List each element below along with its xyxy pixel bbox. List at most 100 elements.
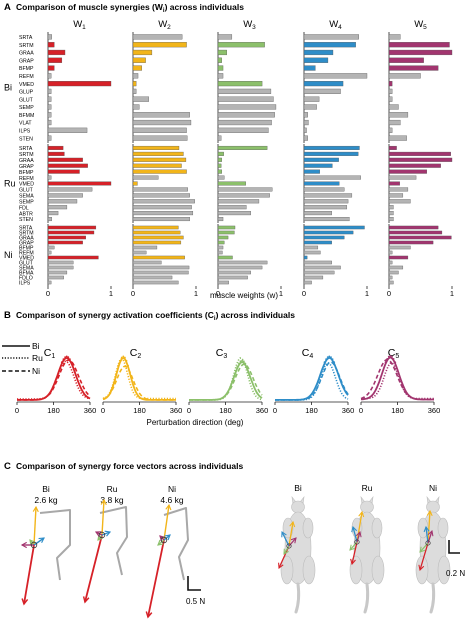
bar [388, 119, 401, 126]
tick-label: 0 [302, 289, 306, 298]
bar [303, 157, 339, 162]
curve-ni [17, 359, 91, 401]
bar [132, 104, 140, 110]
bar [303, 205, 348, 210]
bar [303, 270, 335, 275]
paw-point [425, 540, 431, 546]
bar [303, 199, 349, 204]
data-dot [120, 356, 123, 359]
bar [47, 245, 55, 250]
bar [217, 280, 229, 285]
muscle-label: SRTA [19, 226, 33, 232]
tick-label: 0 [46, 289, 50, 298]
data-dot [239, 360, 242, 363]
panel-b-legend: Bi Ru Ni [2, 341, 43, 376]
force-vector-w2 [426, 509, 433, 544]
bar [217, 275, 248, 280]
bar [217, 181, 246, 186]
cat-mass-ni: 4.6 kg [160, 495, 183, 505]
force-vector-w2 [163, 503, 172, 541]
bar [47, 112, 52, 118]
bar [217, 96, 274, 102]
bar [132, 217, 190, 222]
bar [47, 211, 59, 216]
bar [303, 81, 344, 87]
force-vector-w4 [351, 525, 358, 543]
paw-point [286, 543, 292, 549]
muscle-label: VMED [19, 82, 34, 88]
limb-outlines [39, 506, 189, 581]
bar [217, 73, 224, 79]
bar [132, 169, 187, 174]
subject-label: Ni [4, 250, 13, 260]
tick-label: 1 [109, 289, 113, 298]
bar [303, 265, 341, 270]
bar [47, 49, 66, 56]
tick-label: 0 [216, 289, 220, 298]
muscle-label: GRAA [19, 236, 34, 242]
bar [388, 199, 411, 204]
data-dot [122, 355, 125, 358]
bar [217, 151, 224, 156]
data-dot [330, 356, 332, 358]
paw-point [30, 541, 38, 549]
vector-set-right-ru [349, 510, 365, 566]
curve-bi [189, 361, 263, 401]
panel-c-letter: C [4, 461, 11, 472]
muscle-label: SRTM [19, 152, 34, 158]
force-vector-w2 [288, 520, 296, 547]
data-dot [65, 355, 68, 358]
bar [388, 255, 409, 260]
bar [217, 163, 222, 168]
data-dot [124, 356, 126, 359]
bar [303, 280, 312, 285]
bar [217, 199, 260, 204]
bar [217, 49, 227, 56]
bar [47, 104, 52, 110]
bar [217, 217, 224, 222]
vector-set-bi [20, 505, 45, 606]
bar [47, 270, 68, 275]
bar [132, 225, 179, 230]
bar [303, 145, 360, 150]
bar [132, 65, 142, 71]
subject-label: Ru [4, 179, 16, 189]
bar [47, 275, 64, 280]
bar [388, 104, 399, 110]
curve-bi [275, 356, 349, 401]
paw-point [354, 539, 360, 545]
tick-label: 360 [84, 406, 97, 415]
bar [388, 88, 393, 94]
bar [47, 119, 52, 126]
tick-label: 180 [305, 406, 318, 415]
force-vector-w4 [163, 534, 171, 541]
bar [388, 245, 411, 250]
bar [303, 250, 321, 255]
bar [47, 151, 65, 156]
bar [217, 57, 222, 63]
tick-label: 1 [365, 289, 369, 298]
cat-ru [349, 495, 385, 614]
bar [217, 175, 225, 180]
tick-label: 1 [194, 289, 198, 298]
synergy-label-5: W5 [414, 19, 427, 31]
bar [132, 280, 179, 285]
force-vector-w3 [29, 539, 36, 546]
bar [132, 145, 180, 150]
data-dot [389, 355, 392, 357]
panel-b-curve-plots: C1 0 180 360 C2 0 180 360 C3 0 180 360 C4 0 180 360 C5 0 1… [15, 347, 440, 415]
data-dot [62, 358, 65, 360]
tick-label: 1 [450, 289, 454, 298]
muscle-label: VLAT [19, 121, 32, 127]
data-dot [331, 358, 334, 360]
bar [132, 205, 192, 210]
bar [132, 163, 182, 168]
bar [132, 265, 190, 270]
panel-c-right-labels: Bi Ru Ni [294, 483, 437, 493]
bar [217, 65, 224, 71]
bar [47, 193, 83, 198]
bar [47, 175, 52, 180]
cat-silhouettes [280, 495, 451, 614]
data-dot [384, 361, 387, 364]
